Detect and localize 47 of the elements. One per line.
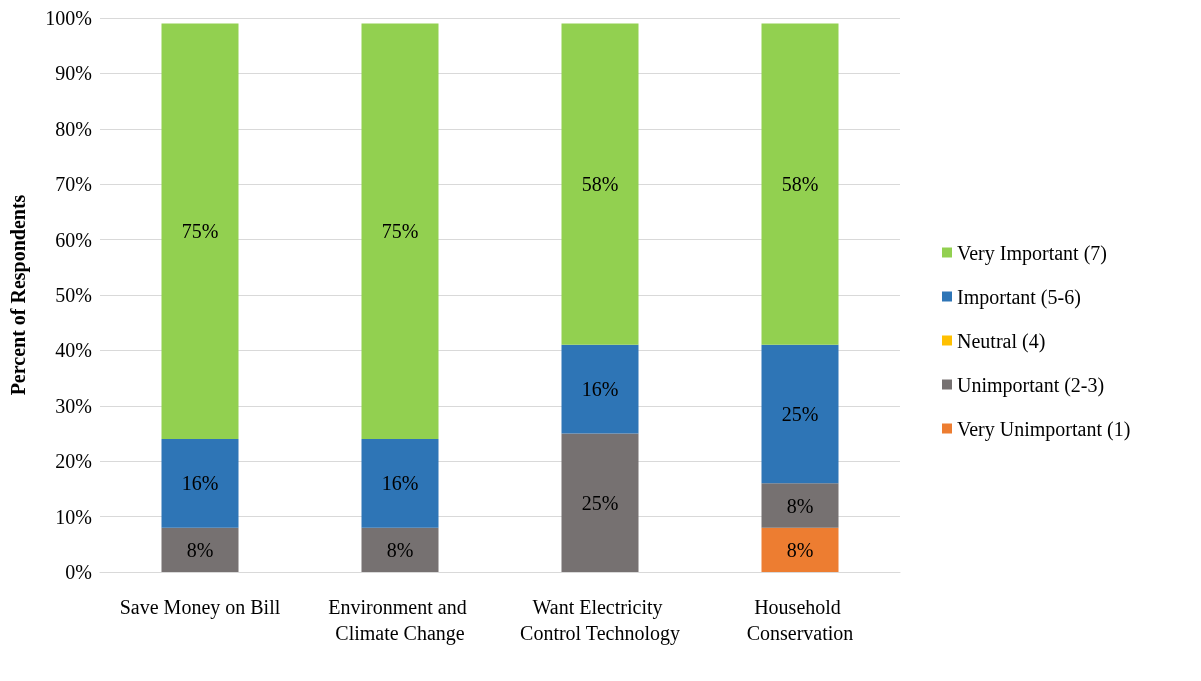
bar: [761, 483, 839, 528]
legend-label: Unimportant (2-3): [957, 373, 1105, 397]
y-tick-label: 100%: [45, 7, 92, 29]
data-label: 8%: [386, 538, 414, 561]
data-label: 8%: [186, 538, 214, 561]
bar: [761, 344, 839, 484]
y-tick-label: 0%: [65, 561, 92, 583]
y-tick-label: 40%: [55, 339, 92, 362]
bar: [561, 23, 639, 345]
y-tick-label: 10%: [55, 505, 92, 528]
bar: [561, 433, 639, 572]
y-axis-title: Percent of Respondents: [7, 194, 30, 396]
x-tick-label: Environment and Climate Change: [328, 596, 472, 645]
bar: [361, 527, 439, 572]
data-label: 16%: [581, 378, 619, 401]
bar: [161, 23, 239, 440]
bar: [761, 23, 839, 345]
data-label: 75%: [181, 220, 219, 243]
bar: [361, 439, 439, 528]
bar: [361, 23, 439, 440]
legend-label: Very Important (7): [957, 241, 1107, 265]
y-tick-label: 90%: [55, 62, 92, 85]
data-label: 25%: [781, 403, 819, 426]
data-label: 16%: [381, 472, 419, 495]
bar: [161, 527, 239, 572]
y-tick-label: 50%: [55, 284, 92, 306]
y-tick-label: 70%: [55, 173, 92, 196]
data-label: 25%: [581, 491, 619, 514]
data-label: 75%: [381, 220, 419, 243]
legend-label: Very Unimportant (1): [957, 417, 1131, 441]
data-label: 8%: [786, 494, 814, 517]
legend-label: Neutral (4): [957, 329, 1046, 353]
legend-label: Important (5-6): [957, 285, 1081, 309]
y-tick-label: 30%: [55, 394, 92, 417]
bar: [561, 344, 639, 434]
y-tick-label: 80%: [55, 117, 92, 140]
x-tick-label: Household Conservation: [746, 596, 854, 644]
data-label: 58%: [581, 173, 619, 196]
data-label: 58%: [781, 173, 819, 196]
bar: [161, 439, 239, 528]
data-label: 16%: [181, 472, 219, 495]
data-label: 8%: [786, 538, 814, 561]
y-tick-label: 20%: [55, 450, 92, 473]
x-tick-label: Want Electricity Control Technology: [520, 596, 680, 645]
bar: [761, 527, 839, 572]
y-tick-label: 60%: [55, 228, 92, 251]
x-tick-label: Save Money on Bill: [119, 596, 281, 619]
